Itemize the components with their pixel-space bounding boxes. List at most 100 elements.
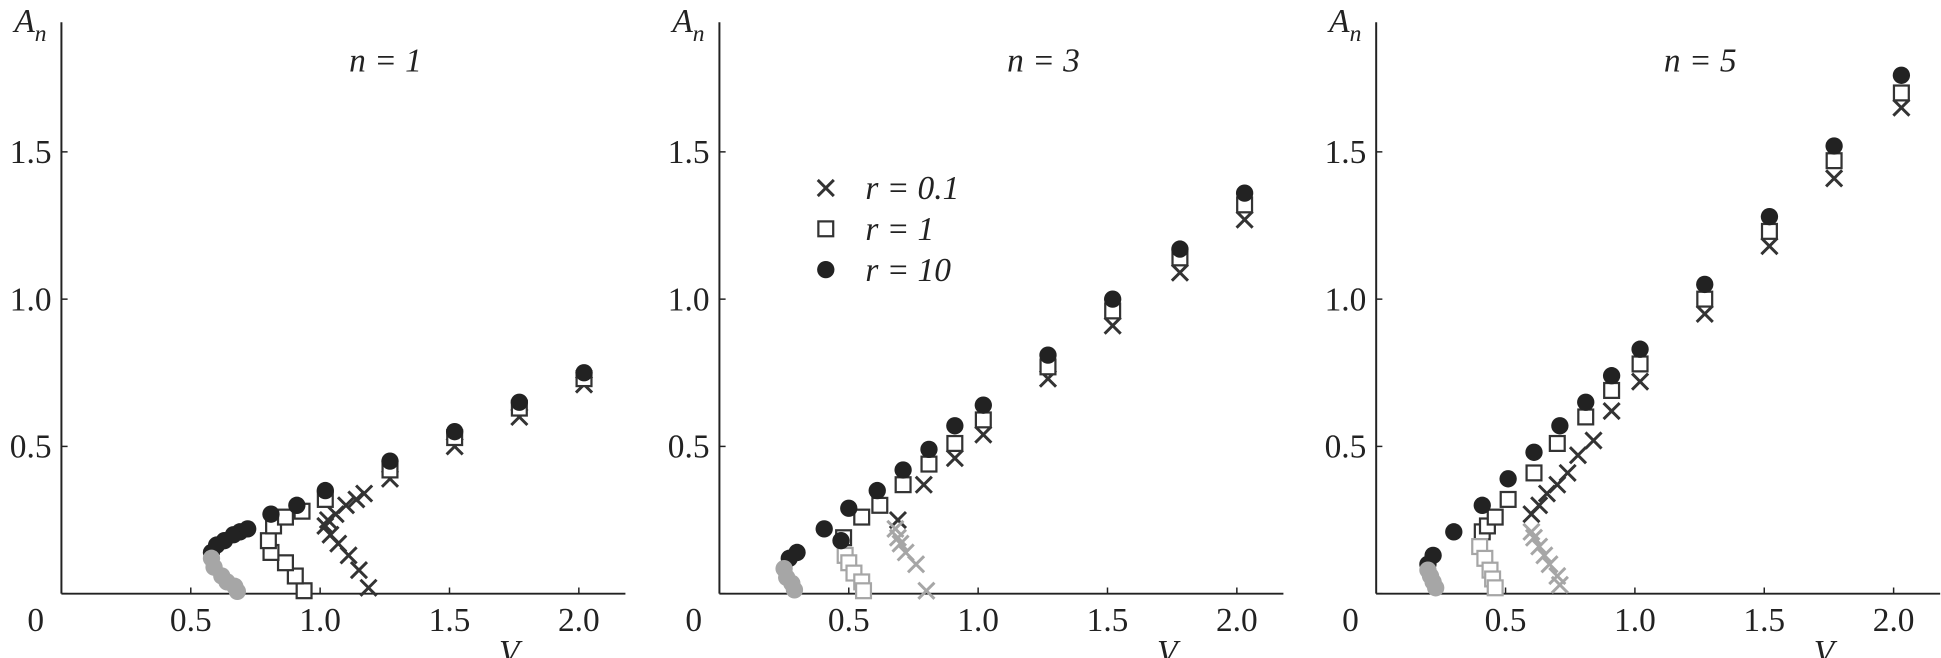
- cross-marker: [1695, 304, 1714, 323]
- cross-marker: [1522, 522, 1541, 541]
- y-axis-label-base: A: [1327, 3, 1350, 40]
- y-axis-label: An: [12, 3, 46, 47]
- square-marker: [854, 582, 873, 600]
- circle-marker: [381, 452, 399, 470]
- cross-marker: [1630, 372, 1650, 391]
- circle-marker: [1473, 496, 1491, 514]
- circle-marker: [1039, 346, 1057, 364]
- cross-marker: [945, 449, 964, 468]
- cross-marker: [1892, 98, 1911, 117]
- y-tick-label: 0: [1342, 602, 1359, 639]
- cross-marker: [906, 555, 926, 574]
- x-tick-label: 2.0: [1216, 602, 1258, 639]
- cross-marker: [1568, 446, 1588, 465]
- cross-marker: [891, 534, 910, 553]
- y-axis-label-sub: n: [1350, 21, 1362, 47]
- square-marker: [276, 508, 295, 526]
- square-marker: [1525, 464, 1543, 482]
- square-marker: [1486, 508, 1504, 526]
- square-marker: [853, 508, 871, 526]
- y-tick-label: 0: [27, 602, 44, 639]
- square-marker: [286, 567, 304, 585]
- y-axis-label: An: [1327, 3, 1361, 47]
- cross-marker: [1103, 316, 1122, 335]
- x-tick-label: 1.5: [1087, 602, 1129, 639]
- square-marker: [946, 434, 964, 452]
- circle-marker: [228, 582, 247, 600]
- circle-marker: [974, 396, 992, 414]
- cross-marker: [1535, 546, 1554, 565]
- chart-title: n = 3: [1007, 43, 1080, 80]
- circle-marker: [1602, 367, 1621, 385]
- circle-marker: [1551, 417, 1569, 435]
- x-tick-label: 0.5: [170, 602, 212, 639]
- cross-marker: [1550, 575, 1569, 594]
- cross-marker: [1760, 237, 1779, 256]
- circle-marker: [288, 496, 306, 514]
- square-marker: [276, 554, 295, 572]
- circle-marker: [1427, 579, 1445, 597]
- y-axis-label-base: A: [670, 3, 693, 40]
- y-tick-label: 0.5: [668, 429, 710, 466]
- cross-marker: [1584, 431, 1603, 450]
- circle-marker: [832, 532, 850, 550]
- y-axis-label: An: [670, 3, 704, 47]
- circle-marker: [1525, 443, 1543, 461]
- y-tick-label: 0: [685, 602, 702, 639]
- square-marker: [1499, 490, 1517, 508]
- circle-marker: [1577, 393, 1595, 411]
- cross-marker: [1558, 463, 1577, 483]
- x-tick-label: 2.0: [558, 602, 600, 639]
- circle-marker: [1424, 546, 1442, 565]
- y-axis-label-sub: n: [693, 21, 705, 47]
- square-marker: [1577, 408, 1595, 426]
- circle-marker: [1892, 66, 1911, 84]
- y-tick-label: 1.5: [668, 134, 710, 171]
- circle-marker: [817, 260, 835, 279]
- circle-marker: [446, 423, 464, 441]
- x-tick-label: 2.0: [1873, 602, 1915, 639]
- cross-marker: [359, 578, 378, 597]
- circle-marker: [1104, 290, 1122, 308]
- y-axis-label-sub: n: [35, 21, 47, 47]
- square-marker: [920, 455, 938, 473]
- x-tick-label: 0.5: [1485, 602, 1527, 639]
- circle-marker: [1235, 184, 1254, 202]
- square-marker: [1696, 290, 1714, 308]
- x-tick-label: 1.0: [1614, 602, 1656, 639]
- y-tick-label: 0.5: [1325, 429, 1367, 466]
- cross-marker: [321, 525, 340, 544]
- y-axis-label-base: A: [12, 3, 35, 40]
- chart-title: n = 1: [349, 43, 422, 80]
- square-marker: [894, 476, 912, 494]
- chart-title: n = 5: [1664, 43, 1737, 80]
- cross-marker: [1235, 210, 1254, 229]
- cross-marker: [349, 561, 369, 580]
- square-marker: [259, 532, 277, 550]
- cross-marker: [914, 475, 933, 494]
- cross-marker: [355, 484, 374, 503]
- square-marker: [295, 582, 313, 600]
- x-tick-label: 1.0: [299, 602, 341, 639]
- square-marker: [1825, 152, 1843, 170]
- square-marker: [1892, 84, 1910, 102]
- circle-marker: [1171, 240, 1189, 258]
- x-tick-label: 1.0: [957, 602, 999, 639]
- circle-marker: [262, 505, 280, 523]
- cross-marker: [816, 178, 835, 198]
- y-tick-label: 1.5: [1325, 134, 1367, 171]
- cross-marker: [888, 528, 908, 547]
- square-marker: [817, 220, 835, 238]
- square-marker: [974, 411, 992, 429]
- circle-marker: [785, 581, 804, 599]
- circle-marker: [1445, 523, 1463, 541]
- x-axis-label: V: [499, 634, 523, 658]
- y-tick-label: 1.0: [1325, 281, 1367, 318]
- square-marker: [1631, 355, 1649, 373]
- square-marker: [1548, 434, 1566, 452]
- circle-marker: [1631, 340, 1649, 358]
- y-tick-label: 1.0: [10, 281, 52, 318]
- square-marker: [1486, 579, 1504, 597]
- circle-marker: [920, 440, 938, 459]
